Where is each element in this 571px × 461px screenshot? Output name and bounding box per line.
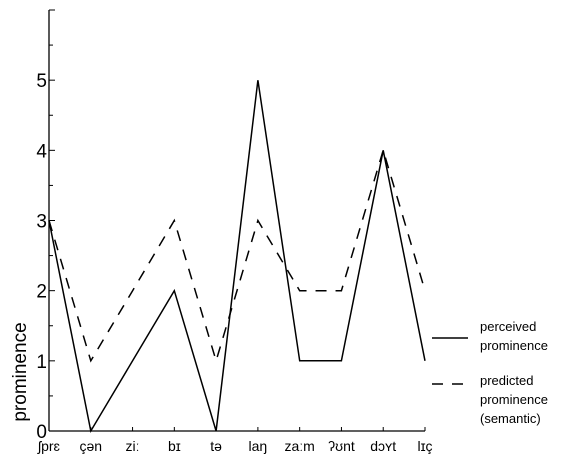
series-line-perceived (48, 80, 426, 434)
x-tick-label: ʔʊnt (328, 438, 355, 454)
y-ticks: 0 1 2 3 4 5 (36, 9, 55, 443)
x-tick-label: dɔʏt (370, 438, 396, 454)
x-tick-label: tə (210, 438, 222, 454)
x-tick-label: lɪç (417, 438, 432, 454)
y-tick-label: 3 (36, 212, 47, 233)
series-line-predicted (48, 147, 426, 364)
x-tick-label: çən (79, 438, 102, 454)
x-tick-label: ʃprɛ (37, 438, 61, 454)
x-tick-label: ziː (126, 438, 140, 454)
x-ticks: ʃprɛ çən ziː bɪ tə laŋ zaːm ʔʊnt dɔʏt lɪç (37, 427, 433, 454)
legend-label-predicted-line2: prominence (480, 392, 548, 407)
y-tick-label: 4 (36, 141, 47, 162)
legend-label-predicted-line1: predicted (480, 373, 533, 388)
legend-label-predicted-line3: (semantic) (480, 411, 541, 426)
x-tick-label: bɪ (168, 438, 181, 454)
y-axis-label: prominence (10, 322, 31, 421)
x-tick-label: zaːm (284, 438, 314, 454)
series-lines (48, 80, 426, 434)
y-tick-label: 5 (36, 71, 47, 92)
y-tick-label: 0 (36, 422, 47, 443)
y-tick-label: 2 (36, 282, 47, 303)
legend-label-perceived-line2: prominence (480, 338, 548, 353)
x-tick-label: laŋ (249, 438, 268, 454)
legend: perceived prominence predicted prominenc… (432, 319, 548, 426)
legend-label-perceived-line1: perceived (480, 319, 536, 334)
y-tick-label: 1 (36, 352, 47, 373)
